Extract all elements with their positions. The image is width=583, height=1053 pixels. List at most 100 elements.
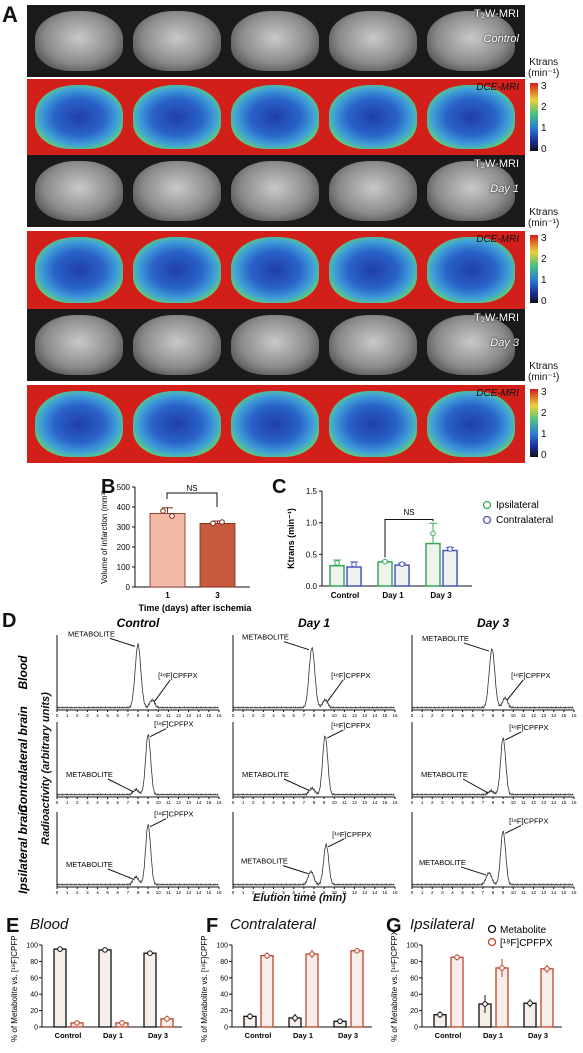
d-x-tick-label: 0 <box>56 890 59 895</box>
pct-x-tick-label: Day 1 <box>483 1031 503 1040</box>
d-x-tick-label: 0 <box>411 800 414 805</box>
colorbar-tick: 1 <box>541 275 547 286</box>
d-x-tick-label: 15 <box>382 890 388 895</box>
ktrans-map-slice <box>329 391 417 457</box>
d-parent-label: [¹⁸F]CPFPX <box>509 816 548 825</box>
d-x-tick-label: 6 <box>292 890 295 895</box>
d-x-tick-label: 3 <box>262 800 265 805</box>
b-y-tick-label: 100 <box>117 563 131 572</box>
dce-mri-row: DCE-MRI <box>27 79 525 155</box>
d-metabolite-label: METABOLITE <box>66 860 113 869</box>
colorbar-tick: 3 <box>541 81 547 92</box>
d-x-tick-label: 1 <box>242 713 245 718</box>
d-x-tick-label: 15 <box>206 890 212 895</box>
pct-bar <box>98 949 112 1028</box>
d-x-tick-label: 8 <box>492 713 495 718</box>
t2w-mri-row: T₂W-MRI Day 1 <box>27 155 525 227</box>
d-x-tick-label: 9 <box>323 800 326 805</box>
d-x-tick-label: 5 <box>282 890 285 895</box>
d-x-tick-label: 2 <box>431 713 434 718</box>
chart-b: 0 100 200 300 400 500 Volume of infarction (mm… <box>100 483 253 613</box>
mri-slice <box>427 11 515 71</box>
d-x-tick-label: 16 <box>571 713 577 718</box>
d-x-tick-label: 13 <box>541 713 547 718</box>
d-x-tick-label: 7 <box>482 800 485 805</box>
pct-y-axis-label: % of Metabolite vs. [¹⁸F]CPFPX <box>10 935 19 1042</box>
d-x-tick-label: 11 <box>521 800 526 805</box>
c-y-tick-label: 0.0 <box>306 582 318 591</box>
ktrans-map-slice <box>133 237 221 303</box>
d-metabolite-arrow <box>460 866 487 876</box>
d-metabolite-label: METABOLITE <box>242 633 289 642</box>
ktrans-map-slice <box>133 391 221 457</box>
d-x-tick-label: 3 <box>262 890 265 895</box>
d-parent-arrow <box>326 729 344 739</box>
d-chromatogram-trace <box>232 735 395 797</box>
d-x-tick-label: 16 <box>216 800 222 805</box>
mri-modality-label: T₂W-MRI <box>474 158 519 170</box>
mri-group-label: Control <box>483 33 519 45</box>
d-x-tick-label: 6 <box>471 713 474 718</box>
b-y-tick-label: 300 <box>117 523 131 532</box>
dce-mri-row: DCE-MRI <box>27 385 525 463</box>
pct-legend-marker <box>487 924 497 934</box>
ktrans-scale-title: Ktrans (min⁻¹) <box>528 57 560 79</box>
b-y-tick-label: 200 <box>117 543 131 552</box>
d-x-tick-label: 9 <box>502 890 505 895</box>
b-x-axis-label: Time (days) after ischemia <box>139 603 253 613</box>
b-y-tick-label: 500 <box>117 483 131 492</box>
d-x-tick-label: 9 <box>502 800 505 805</box>
mri-slice <box>35 11 123 71</box>
d-parent-arrow <box>506 679 524 701</box>
d-x-tick-label: 16 <box>392 890 398 895</box>
d-x-tick-label: 13 <box>541 800 547 805</box>
pct-x-tick-label: Control <box>55 1031 82 1040</box>
d-x-tick-label: 0 <box>411 890 414 895</box>
ktrans-map-slice <box>427 391 515 457</box>
mri-slice <box>231 315 319 375</box>
ktrans-map-slice <box>427 237 515 303</box>
d-x-tick-label: 7 <box>303 800 306 805</box>
d-x-tick-label: 16 <box>392 713 398 718</box>
t2w-mri-row: T₂W-MRI Day 3 <box>27 309 525 381</box>
d-metabolite-arrow <box>107 868 134 880</box>
d-x-tick-label: 11 <box>166 890 171 895</box>
d-x-tick-label: 11 <box>521 713 526 718</box>
pct-x-tick-label: Day 1 <box>103 1031 123 1040</box>
d-x-tick-label: 15 <box>382 800 388 805</box>
d-x-tick-label: 12 <box>176 890 182 895</box>
d-x-tick-label: 14 <box>551 713 557 718</box>
panel-g-title: Ipsilateral <box>410 916 475 933</box>
c-point <box>334 560 340 566</box>
panel-d-letter: D <box>2 610 17 632</box>
pct-point <box>264 952 270 959</box>
d-x-tick-label: 4 <box>96 800 99 805</box>
d-x-tick-label: 10 <box>332 890 338 895</box>
panel-c-letter: C <box>272 476 287 498</box>
d-metabolite-label: METABOLITE <box>421 770 468 779</box>
d-x-tick-label: 4 <box>96 713 99 718</box>
d-x-tick-label: 7 <box>482 890 485 895</box>
d-x-tick-label: 5 <box>282 713 285 718</box>
d-x-tick-label: 15 <box>561 800 567 805</box>
c-legend-label: Ipsilateral <box>496 500 539 511</box>
c-bar <box>346 566 362 587</box>
pct-y-tick-label: 40 <box>410 992 418 999</box>
pct-y-tick-label: 40 <box>30 992 38 999</box>
d-column-title: Control <box>117 616 160 630</box>
pct-y-tick-label: 20 <box>220 1008 228 1015</box>
pct-point <box>292 1015 298 1021</box>
d-parent-arrow <box>327 838 345 848</box>
ktrans-colorbar <box>530 389 538 457</box>
b-y-tick-label: 0 <box>126 583 131 592</box>
d-row-label: Blood <box>16 655 30 690</box>
d-parent-arrow <box>326 679 344 703</box>
d-x-tick-label: 0 <box>56 800 59 805</box>
d-x-tick-label: 4 <box>272 713 275 718</box>
ktrans-colorbar <box>530 83 538 151</box>
pct-point <box>454 954 460 961</box>
d-x-tick-label: 16 <box>571 890 577 895</box>
d-chromatogram-trace <box>56 824 219 886</box>
pct-y-tick-label: 100 <box>406 943 418 950</box>
d-x-tick-label: 4 <box>451 713 454 718</box>
